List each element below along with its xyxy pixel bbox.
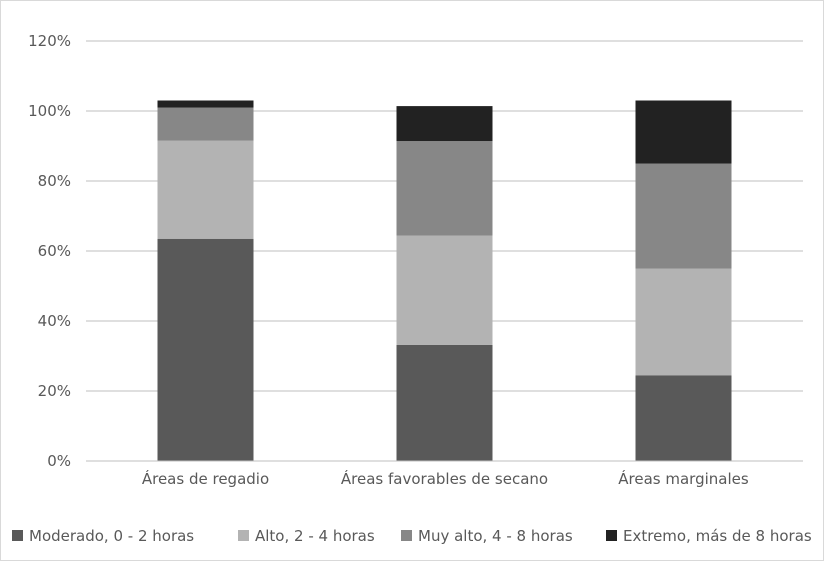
bar-segment bbox=[157, 107, 254, 141]
legend-swatch bbox=[238, 530, 249, 541]
legend-label: Muy alto, 4 - 8 horas bbox=[418, 527, 573, 545]
y-tick-label: 40% bbox=[38, 312, 71, 330]
y-tick-label: 100% bbox=[28, 102, 71, 120]
bar-segment bbox=[157, 100, 254, 108]
y-tick-label: 80% bbox=[38, 172, 71, 190]
legend: Moderado, 0 - 2 horas Alto, 2 - 4 horas Mu… bbox=[12, 527, 812, 545]
bar-segment bbox=[157, 140, 254, 239]
y-tick-label: 0% bbox=[47, 452, 71, 470]
legend-label: Moderado, 0 - 2 horas bbox=[29, 527, 194, 545]
bar-segment bbox=[635, 163, 732, 269]
bars bbox=[157, 100, 732, 461]
legend-swatch bbox=[12, 530, 23, 541]
legend-swatch bbox=[401, 530, 412, 541]
legend-label: Extremo, más de 8 horas bbox=[623, 527, 812, 545]
bar-segment bbox=[396, 141, 493, 236]
legend-swatch bbox=[606, 530, 617, 541]
bar-segment bbox=[396, 235, 493, 345]
x-axis-tick-labels: Áreas de regadio Áreas favorables de seca… bbox=[142, 469, 749, 488]
legend-label: Alto, 2 - 4 horas bbox=[255, 527, 375, 545]
x-tick-label: Áreas favorables de secano bbox=[341, 469, 548, 488]
bar-segment bbox=[396, 106, 493, 142]
bar-segment bbox=[635, 100, 732, 164]
y-tick-label: 20% bbox=[38, 382, 71, 400]
bar-segment bbox=[635, 375, 732, 461]
y-tick-label: 120% bbox=[28, 32, 71, 50]
y-tick-label: 60% bbox=[38, 242, 71, 260]
bar-segment bbox=[396, 344, 493, 461]
bar-segment bbox=[157, 238, 254, 461]
x-tick-label: Áreas de regadio bbox=[142, 469, 269, 488]
y-axis-tick-labels: 0% 20% 40% 60% 80% 100% 120% bbox=[28, 32, 71, 470]
bar-segment bbox=[635, 268, 732, 376]
x-tick-label: Áreas marginales bbox=[618, 469, 749, 488]
